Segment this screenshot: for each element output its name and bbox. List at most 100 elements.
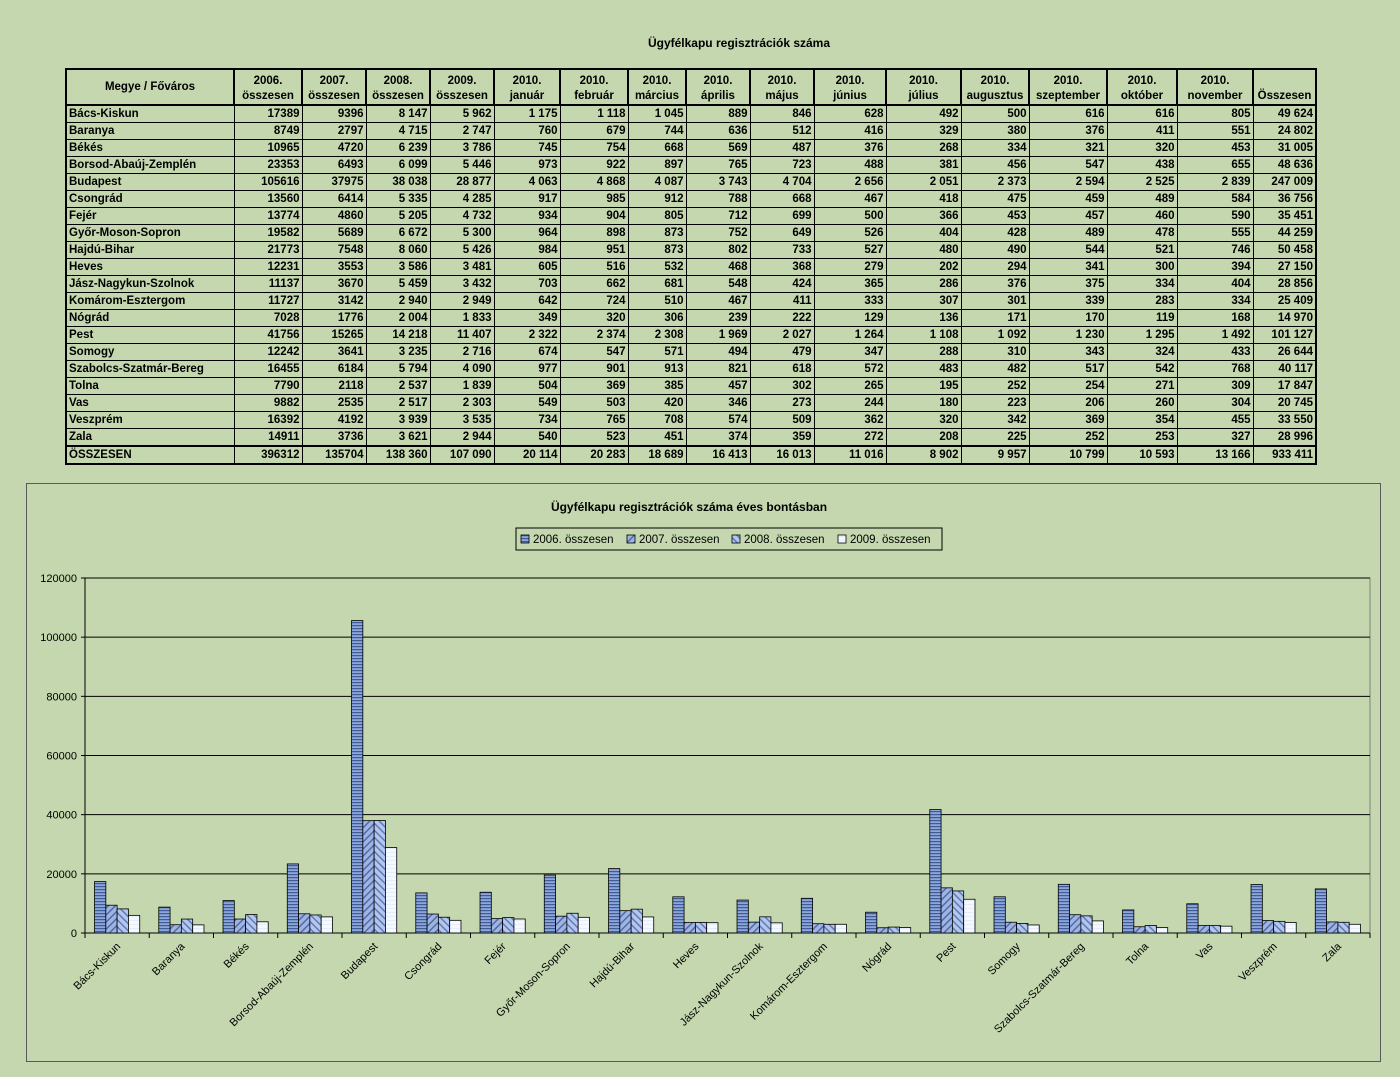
table-cell: 202: [885, 258, 962, 276]
table-cell: 3 235: [365, 343, 431, 361]
table-cell: 2 525: [1106, 173, 1178, 191]
table-cell: 33 550: [1252, 411, 1317, 429]
table-cell: 1 969: [685, 326, 751, 344]
table-cell: 2 051: [885, 173, 962, 191]
table-cell: 674: [493, 343, 561, 361]
bar: [1080, 915, 1093, 934]
table-cell: 135704: [301, 445, 367, 465]
table-cell: 468: [685, 258, 751, 276]
table-cell: 2 322: [493, 326, 561, 344]
table-cell: 746: [1176, 241, 1254, 259]
table-cell: 15265: [301, 326, 367, 344]
table-cell: 5 459: [365, 275, 431, 293]
table-cell: 805: [1176, 104, 1254, 123]
table-cell: 873: [627, 224, 687, 242]
table-cell: 2 747: [429, 122, 495, 140]
x-tick-label: Fejér: [483, 940, 509, 966]
table-cell: 2 373: [960, 173, 1030, 191]
table-cell: 136: [885, 309, 962, 327]
column-header-line: május: [765, 90, 799, 102]
table-row: Szabolcs-Szatmár-Bereg 16455 6184 5 794 4 09…: [65, 360, 1317, 378]
bar: [116, 908, 129, 934]
table-cell: 494: [685, 343, 751, 361]
table-cell: 7790: [233, 377, 303, 395]
table-cell: 1776: [301, 309, 367, 327]
bar: [351, 620, 364, 934]
x-tick-label: Pest: [934, 941, 958, 965]
table-cell: 752: [685, 224, 751, 242]
bar: [812, 923, 825, 934]
table-cell: 805: [627, 207, 687, 225]
table-cell: 487: [749, 139, 815, 157]
table-cell: 44 259: [1252, 224, 1317, 242]
table-cell: 16 413: [685, 445, 751, 465]
bar: [309, 914, 322, 934]
table-cell: 754: [559, 139, 629, 157]
table-cell: 3 939: [365, 411, 431, 429]
table-cell: 973: [493, 156, 561, 174]
bar: [823, 923, 836, 934]
y-tick-label: 40000: [46, 810, 77, 822]
table-row: Nógrád 7028 1776 2 004 1 833 349 320 306 239 222 1…: [65, 309, 1317, 327]
table-cell: 668: [627, 139, 687, 157]
table-cell: 8 147: [365, 104, 431, 123]
table-cell: 489: [1028, 224, 1108, 242]
table-cell: 523: [559, 428, 629, 447]
table-cell: 119: [1106, 309, 1178, 327]
table-cell: 1 295: [1106, 326, 1178, 344]
table-cell: 512: [749, 122, 815, 140]
table-cell: 551: [1176, 122, 1254, 140]
x-tick-label: Békés: [222, 940, 252, 970]
table-cell: 49 624: [1252, 104, 1317, 123]
table-cell: 5 794: [365, 360, 431, 378]
column-header-line: 2006.: [253, 75, 283, 87]
table-cell: 1 118: [559, 104, 629, 123]
table-cell: 708: [627, 411, 687, 429]
table-row: Zala 14911 3736 3 621 2 944 540 523 451 374 359 27…: [65, 428, 1317, 447]
bar: [94, 881, 107, 934]
table-cell: 527: [813, 241, 887, 259]
table-cell: 544: [1028, 241, 1108, 259]
table-cell: 170: [1028, 309, 1108, 327]
table-cell: 279: [813, 258, 887, 276]
table-cell: 10 593: [1106, 445, 1178, 465]
row-label: Békés: [65, 139, 235, 157]
table-cell: 480: [885, 241, 962, 259]
table-row: Pest 41756 15265 14 218 11 407 2 322 2 374 2 30…: [65, 326, 1317, 344]
x-tick-label: Győr-Moson-Sopron: [494, 941, 573, 1020]
table-cell: 760: [493, 122, 561, 140]
column-header-line: 2010.: [980, 75, 1010, 87]
table-cell: 453: [1176, 139, 1254, 157]
table-cell: 394: [1176, 258, 1254, 276]
table-header-row: Megye / Főváros 2006. összesen 2007. összese…: [65, 68, 1317, 106]
x-tick-label: Heves: [671, 940, 702, 971]
table-cell: 320: [1106, 139, 1178, 157]
legend-swatch: [626, 534, 636, 544]
table-cell: 374: [685, 428, 751, 447]
table-cell: 490: [960, 241, 1030, 259]
x-tick-label: Bács-Kiskun: [72, 941, 124, 993]
table-cell: 768: [1176, 360, 1254, 378]
table-cell: 271: [1106, 377, 1178, 395]
table-cell: 475: [960, 190, 1030, 208]
column-header: 2010. március: [627, 68, 687, 106]
table-cell: 517: [1028, 360, 1108, 378]
bar: [1337, 921, 1350, 934]
table-cell: 369: [559, 377, 629, 395]
table-cell: 334: [1176, 292, 1254, 310]
bar: [105, 904, 118, 934]
table-cell: 1 175: [493, 104, 561, 123]
table-cell: 107 090: [429, 445, 495, 465]
table-cell: 342: [960, 411, 1030, 429]
table-cell: 4 285: [429, 190, 495, 208]
table-cell: 12242: [233, 343, 303, 361]
table-cell: 206: [1028, 394, 1108, 412]
row-label: Heves: [65, 258, 235, 276]
bar: [1326, 921, 1339, 934]
table-cell: 239: [685, 309, 751, 327]
table-cell: 273: [749, 394, 815, 412]
table-cell: 41756: [233, 326, 303, 344]
bar: [1220, 925, 1233, 934]
column-header-line: 2009.: [447, 75, 477, 87]
table-cell: 889: [685, 104, 751, 123]
